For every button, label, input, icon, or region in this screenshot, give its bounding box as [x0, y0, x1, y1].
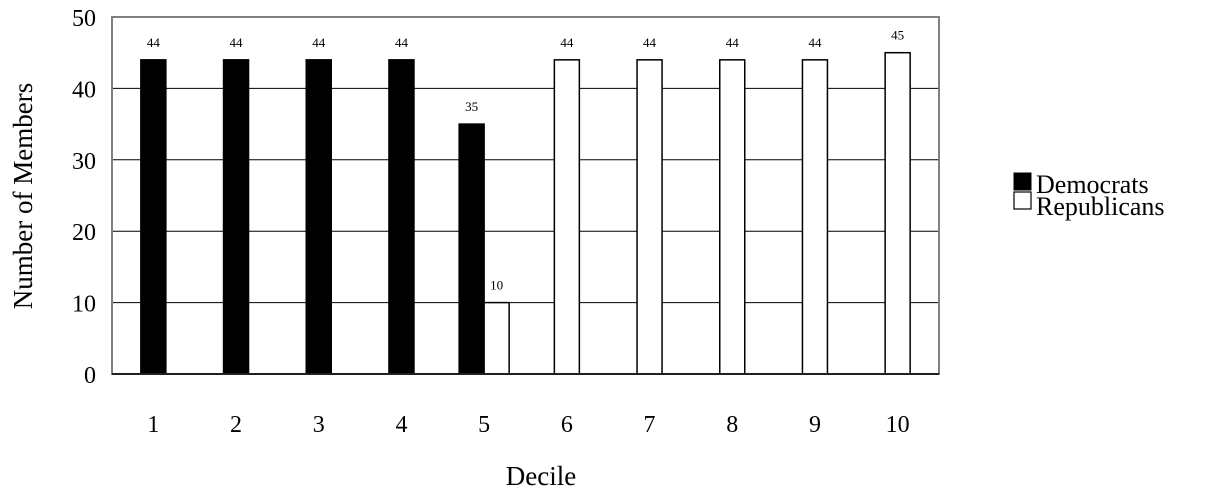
legend-item-democrats: Democrats: [1013, 170, 1149, 199]
data-label-democrats: 35: [465, 99, 478, 114]
y-axis-title: Number of Members: [8, 83, 38, 309]
data-labels: 44 44 44 44 35 10 44 44 44 44 45: [147, 28, 904, 293]
legend-swatch-democrats: [1013, 172, 1032, 191]
x-axis-tick-labels: 1 2 3 4 5 6 7 8 9 10: [147, 412, 909, 438]
bar-republicans: [553, 59, 581, 375]
legend-label-democrats: Democrats: [1036, 170, 1149, 199]
x-tick-label: 3: [313, 412, 325, 438]
bar-republicans: [636, 59, 663, 375]
data-label-republicans: 44: [726, 35, 740, 50]
x-tick-label: 6: [561, 412, 573, 438]
data-label-republicans: 44: [560, 35, 574, 50]
x-tick-label: 8: [726, 412, 738, 438]
x-tick-label: 1: [147, 412, 159, 438]
bar-democrats: [458, 123, 485, 375]
x-tick-label: 10: [886, 412, 910, 438]
x-tick-label: 4: [395, 412, 407, 438]
bar-republicans: [483, 301, 510, 375]
bar-democrats: [305, 59, 332, 375]
bars: [140, 51, 911, 375]
gridlines: [112, 87, 939, 304]
x-tick-label: 7: [644, 412, 656, 438]
y-tick-label: 40: [72, 77, 96, 103]
data-label-democrats: 44: [312, 35, 326, 50]
y-tick-label: 30: [72, 149, 96, 175]
data-label-democrats: 44: [395, 35, 409, 50]
y-tick-label: 20: [72, 220, 96, 246]
bar-democrats: [388, 59, 415, 375]
data-label-republicans: 10: [490, 278, 503, 293]
data-label-democrats: 44: [230, 35, 244, 50]
legend: Democrats Republicans: [1013, 170, 1165, 221]
data-label-democrats: 44: [147, 35, 161, 50]
bar-republicans: [801, 59, 829, 375]
legend-item-republicans: Republicans: [1013, 191, 1165, 221]
y-tick-label: 10: [72, 292, 96, 318]
y-tick-label: 0: [84, 363, 96, 389]
legend-swatch-republicans: [1013, 191, 1032, 210]
bar-republicans: [719, 59, 746, 375]
x-tick-label: 5: [478, 412, 490, 438]
bar-democrats: [222, 59, 250, 375]
bar-republicans: [884, 51, 911, 375]
data-label-republicans: 44: [808, 35, 822, 50]
x-tick-label: 2: [230, 412, 242, 438]
y-axis-tick-labels: 0 10 20 30 40 50: [72, 6, 96, 389]
bar-democrats: [140, 59, 167, 375]
x-tick-label: 9: [809, 412, 821, 438]
data-label-republicans: 44: [643, 35, 657, 50]
data-label-republicans: 45: [891, 28, 904, 43]
x-axis-title: Decile: [506, 461, 576, 491]
legend-label-republicans: Republicans: [1036, 192, 1165, 221]
y-tick-label: 50: [72, 6, 96, 32]
